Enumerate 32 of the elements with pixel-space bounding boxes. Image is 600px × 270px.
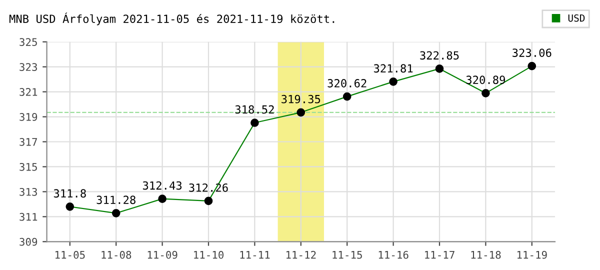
y-tick-label: 313 — [20, 188, 37, 196]
y-tick-label: 319 — [20, 113, 38, 121]
data-label: 311.28 — [96, 196, 136, 204]
data-label: 322.85 — [420, 51, 459, 60]
x-tick-label: 11-19 — [517, 250, 547, 259]
x-tick-label: 11-10 — [194, 250, 224, 259]
data-label: 312.43 — [142, 181, 182, 190]
y-tick-label: 323 — [20, 63, 37, 71]
y-tick-label: 321 — [20, 88, 38, 96]
data-label: 318.52 — [235, 105, 274, 114]
data-label: 311.8 — [54, 189, 86, 198]
y-tick-label: 311 — [20, 212, 38, 221]
data-label: 319.35 — [282, 94, 320, 104]
x-tick-label: 11-12 — [286, 250, 316, 259]
data-label: 323.06 — [512, 48, 552, 57]
y-tick-label: 309 — [20, 238, 38, 246]
x-tick-label: 11-05 — [55, 250, 85, 259]
data-label: 321.81 — [374, 64, 413, 73]
data-label: 320.89 — [466, 76, 506, 84]
x-tick-label: 11-16 — [378, 250, 408, 259]
y-tick-label: 325 — [20, 38, 37, 46]
x-tick-label: 11-15 — [332, 251, 362, 259]
x-tick-label: 11-18 — [471, 250, 501, 259]
x-tick-label: 11-11 — [240, 251, 270, 259]
x-tick-label: 11-08 — [102, 250, 132, 259]
data-label: 320.62 — [328, 79, 366, 88]
y-tick-label: 317 — [20, 138, 37, 146]
x-tick-label: 11-09 — [148, 250, 178, 259]
legend-label: USD — [568, 14, 585, 22]
x-tick-label: 11-17 — [425, 251, 454, 259]
chart-title: MNB USD Árfolyam 2021-11-05 és 2021-11-19 között. — [9, 12, 334, 26]
y-tick-label: 315 — [20, 162, 37, 171]
